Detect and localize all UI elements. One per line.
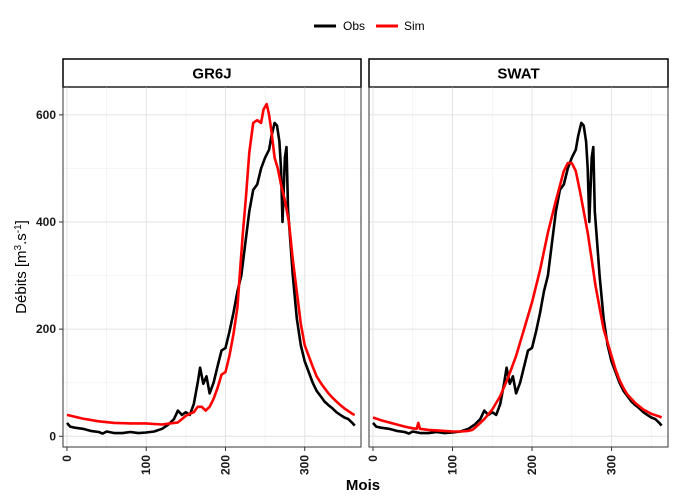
panel-border <box>368 86 669 448</box>
strip-label: SWAT <box>497 66 539 83</box>
series-line-sim <box>66 102 356 426</box>
legend-label-obs: Obs <box>343 19 365 33</box>
x-tick-label: 0 <box>60 455 74 462</box>
panel-swat: SWAT 0 100 200 300 <box>366 58 669 475</box>
grid <box>369 87 668 447</box>
panel-border <box>62 86 362 448</box>
y-tick-label: 200 <box>36 322 56 336</box>
y-tick-label: 600 <box>36 108 56 122</box>
x-tick-label: 100 <box>445 455 459 475</box>
y-tick-label: 400 <box>36 215 56 229</box>
x-axis-title: Mois <box>346 477 380 494</box>
x-tick-label: 300 <box>605 455 619 475</box>
series-line-obs <box>66 121 356 435</box>
x-tick-label: 300 <box>298 455 312 475</box>
y-tick-label: 0 <box>49 429 56 443</box>
series-line-sim <box>372 161 663 433</box>
series-line-obs <box>372 121 663 435</box>
x-tick-label: 100 <box>139 455 153 475</box>
x-tick-label: 200 <box>218 455 232 475</box>
chart-panels: GR6J 0 100 200 300 SWAT 0 100 200 300 <box>60 58 669 475</box>
y-axis-title: Débits [m3.s-1] <box>13 220 31 314</box>
y-axis-ticks: 0 200 400 600 <box>36 108 63 443</box>
x-tick-label: 200 <box>525 455 539 475</box>
x-tick-label: 0 <box>366 455 380 462</box>
legend: Obs Sim <box>314 19 425 33</box>
grid <box>63 87 361 447</box>
strip-background <box>62 58 362 88</box>
strip-label: GR6J <box>192 66 231 83</box>
legend-label-sim: Sim <box>404 19 425 33</box>
panel-gr6j: GR6J 0 100 200 300 <box>60 58 362 475</box>
